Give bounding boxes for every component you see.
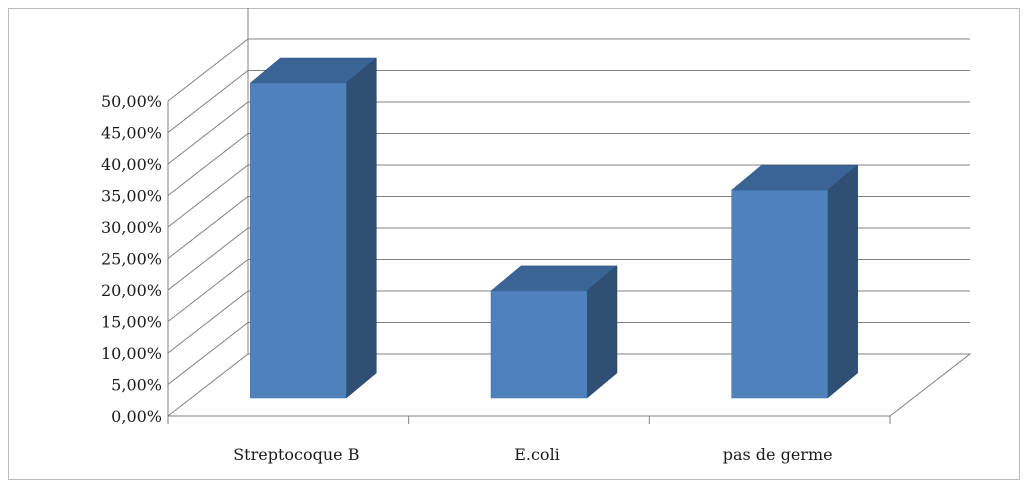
y-axis-ticks: 0,00% 5,00% 10,00% 15,00% 20,00% 25,00% 30,00%… xyxy=(101,92,162,426)
y-tick-label: 45,00% xyxy=(101,124,162,143)
x-axis-labels: Streptocoque B E.coli pas de germe xyxy=(233,445,832,464)
x-category-label: Streptocoque B xyxy=(233,445,359,464)
bar xyxy=(730,164,859,399)
y-tick-label: 0,00% xyxy=(111,407,162,426)
bar-front xyxy=(250,82,347,399)
y-tick-label: 40,00% xyxy=(101,155,162,174)
x-category-label: pas de germe xyxy=(723,445,833,464)
y-tick-label: 5,00% xyxy=(111,376,162,395)
bar-side xyxy=(827,164,858,399)
y-tick-label: 30,00% xyxy=(101,218,162,237)
y-tick-label: 10,00% xyxy=(101,344,162,363)
y-tick-label: 20,00% xyxy=(101,281,162,300)
y-tick-label: 25,00% xyxy=(101,250,162,269)
bar xyxy=(249,57,378,399)
bar xyxy=(490,265,618,399)
bar-front xyxy=(490,290,588,399)
y-tick-label: 50,00% xyxy=(101,92,162,111)
y-tick-label: 15,00% xyxy=(101,313,162,332)
axes xyxy=(167,8,891,424)
bars xyxy=(249,57,859,399)
bar-side xyxy=(346,57,377,399)
y-tick-label: 35,00% xyxy=(101,187,162,206)
x-category-label: E.coli xyxy=(514,445,560,464)
bar-front xyxy=(731,189,828,399)
